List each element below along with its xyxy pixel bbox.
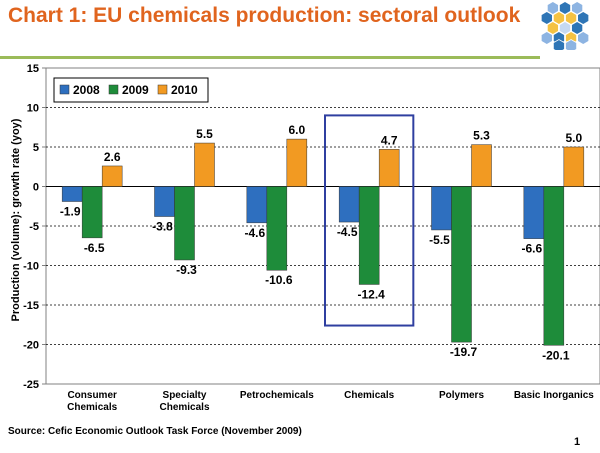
data-label: -4.5 — [337, 225, 358, 239]
logo-hexagon — [571, 21, 584, 35]
data-label: 5.3 — [473, 129, 490, 143]
bar-2008 — [154, 186, 175, 217]
legend-label: 2010 — [171, 83, 198, 97]
bar-2009 — [266, 186, 288, 271]
y-tick-label: -25 — [23, 379, 39, 391]
legend-swatch — [108, 84, 119, 95]
hexagon-cluster-logo-icon — [540, 1, 590, 50]
logo-hexagon — [552, 39, 565, 50]
category-label: Specialty — [163, 390, 207, 401]
legend-box — [53, 77, 209, 103]
y-tick-label: 5 — [33, 142, 39, 154]
x-axis-categories: ConsumerChemicalsSpecialtyChemicalsPetro… — [67, 390, 594, 413]
y-tick-label: -10 — [23, 261, 39, 273]
category-label: Polymers — [439, 390, 484, 401]
bar-2009 — [543, 186, 565, 346]
bar-chart: -25 -20 -15 -10 -5 0 5 10 15 -1.9 -6.5 2.6 -3.8 -9.3… — [23, 63, 600, 413]
legend-label: 2008 — [73, 83, 100, 97]
y-tick-label: -15 — [23, 300, 39, 312]
data-label: -5.5 — [429, 233, 450, 247]
highlight-box — [324, 114, 415, 327]
legend-label: 2009 — [122, 83, 149, 97]
bar-2009 — [451, 186, 472, 343]
y-tick-label: 0 — [33, 182, 39, 194]
logo-hexagon — [559, 1, 571, 15]
logo-hexagon — [546, 21, 559, 35]
data-label: -6.6 — [521, 242, 542, 256]
data-label: -3.8 — [152, 220, 173, 234]
logo-hexagon — [565, 39, 578, 50]
logo-hexagon — [546, 1, 559, 15]
bar-2010 — [378, 149, 400, 187]
data-label: -9.3 — [176, 263, 197, 277]
y-tick-label: -20 — [23, 340, 39, 352]
data-label: -4.6 — [244, 226, 265, 240]
source-note: Source: Cefic Economic Outlook Task Forc… — [8, 426, 302, 437]
data-label: -1.9 — [60, 205, 81, 219]
bar-2009 — [81, 186, 103, 239]
bar-2010 — [194, 142, 215, 187]
y-axis-ticks: -25 -20 -15 -10 -5 0 5 10 15 — [23, 63, 46, 391]
bar-2008 — [523, 186, 545, 239]
bar-2010 — [101, 165, 123, 187]
bar-2010 — [286, 138, 308, 187]
data-label: 2.6 — [104, 150, 121, 164]
bar-2010 — [563, 146, 585, 187]
data-label: 5.0 — [565, 131, 582, 145]
y-tick-label: 10 — [27, 103, 39, 115]
bar-2008 — [246, 186, 268, 224]
logo-hexagon — [540, 31, 553, 45]
bar-2008 — [61, 186, 83, 202]
category-label: Chemicals — [159, 402, 209, 413]
legend-swatch — [59, 84, 70, 95]
y-tick-label: -5 — [29, 221, 39, 233]
bars: -1.9 -6.5 2.6 -3.8 -9.3 5.5 -4.6 -10.6 6.0 -4.5 -1… — [60, 114, 585, 362]
category-label: Chemicals — [344, 390, 394, 401]
bar-2010 — [471, 144, 492, 187]
data-label: 6.0 — [288, 123, 305, 137]
logo-hexagon — [559, 21, 571, 35]
bar-2008 — [338, 186, 360, 223]
category-label: Basic Inorganics — [514, 390, 594, 401]
logo-hexagon — [540, 11, 553, 25]
logo-hexagon — [577, 31, 590, 45]
logo-hexagon — [571, 1, 584, 15]
data-label: 4.7 — [381, 133, 398, 147]
bar-2009 — [174, 186, 195, 261]
bar-2009 — [358, 186, 380, 285]
logo-hexagon — [552, 11, 565, 25]
logo-hexagon — [565, 11, 578, 25]
data-label: 5.5 — [196, 127, 213, 141]
legend: 2008 2009 2010 — [53, 77, 209, 103]
data-label: -20.1 — [542, 348, 570, 362]
legend-swatch — [157, 84, 168, 95]
data-label: -6.5 — [84, 241, 105, 255]
y-tick-label: 15 — [27, 63, 39, 75]
gridlines — [46, 107, 600, 345]
category-label: Chemicals — [67, 402, 117, 413]
page-number: 1 — [574, 436, 581, 448]
logo-hexagon — [577, 11, 590, 25]
title-divider — [0, 56, 540, 59]
data-label: -12.4 — [357, 287, 385, 301]
category-label: Consumer — [67, 390, 117, 401]
category-label: Petrochemicals — [240, 390, 314, 401]
data-label: -19.7 — [450, 345, 478, 359]
data-label: -10.6 — [265, 273, 293, 287]
bar-2008 — [431, 186, 452, 231]
chart-title: Chart 1: EU chemicals production: sector… — [8, 4, 521, 27]
